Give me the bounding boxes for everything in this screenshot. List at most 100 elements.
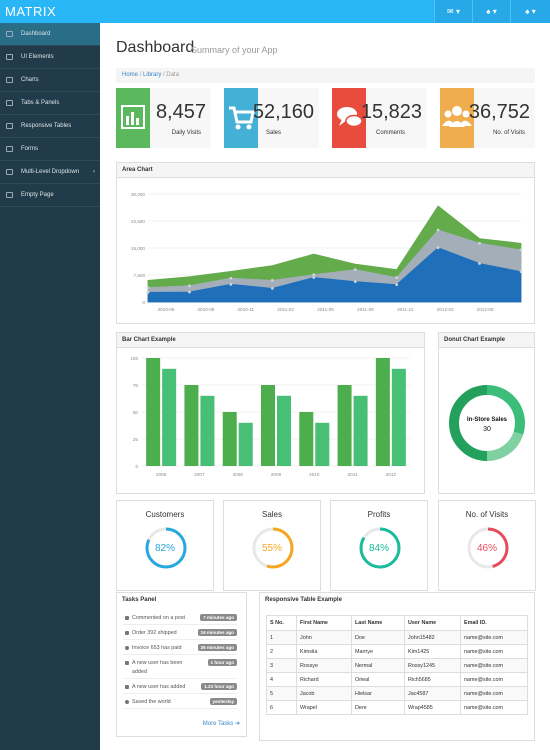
table-cell: name@site.com bbox=[460, 700, 528, 715]
data-point bbox=[188, 284, 191, 288]
sidebar-item-tabs-panels[interactable]: Tabs & Panels bbox=[0, 92, 100, 115]
table-cell: Jac4587 bbox=[404, 686, 461, 701]
mini-stat-value: 84% bbox=[368, 543, 389, 554]
column-header[interactable]: First Name bbox=[296, 615, 352, 631]
bar bbox=[222, 412, 237, 466]
sidebar-item-label: Responsive Tables bbox=[21, 123, 72, 129]
task-item[interactable]: Saved the world yesterday bbox=[123, 696, 237, 709]
sidebar-item-empty-page[interactable]: Empty Page bbox=[0, 184, 100, 207]
table-cell: Rossye bbox=[296, 658, 352, 673]
table-cell: Orieal bbox=[351, 672, 405, 687]
truck-icon bbox=[125, 631, 129, 635]
sidebar-item-charts[interactable]: Charts bbox=[0, 69, 100, 92]
data-point bbox=[312, 276, 316, 279]
table-cell: name@site.com bbox=[460, 672, 528, 687]
user-icon: ♠ ▾ bbox=[486, 7, 497, 16]
stat-box-sales: 52,160 Sales bbox=[224, 88, 319, 148]
progress-ring bbox=[359, 527, 401, 569]
column-header[interactable]: User Name bbox=[404, 615, 461, 631]
task-item[interactable]: Order 392 shipped 16 minutes ago bbox=[123, 627, 237, 640]
data-point bbox=[229, 282, 233, 286]
table-row[interactable]: 6 Wrapel Dere Wrap4585 name@site.com bbox=[266, 700, 528, 715]
table-row[interactable]: 1 John Doe John15482 name@site.com bbox=[266, 630, 528, 645]
x-tick-label: 2012-02 bbox=[437, 307, 454, 312]
more-tasks-link[interactable]: More Tasks ➜ bbox=[202, 721, 240, 727]
breadcrumb-library[interactable]: Library bbox=[143, 72, 162, 78]
dashboard-icon bbox=[6, 31, 13, 37]
bar-chart: 0 25 50 75 100 2006 2007 2008 2009 2010 2011 2012 bbox=[130, 356, 410, 477]
donut-center-label: In-Store Sales bbox=[467, 417, 508, 423]
stat-box-no-of-visits: 36,752 No. of Visits bbox=[440, 88, 535, 148]
mini-stat-sales: Sales 55% bbox=[223, 500, 321, 591]
x-tick-label: 2011-11 bbox=[397, 307, 414, 312]
stat-value: 15,823 bbox=[360, 101, 422, 123]
table-cell: 6 bbox=[266, 700, 297, 715]
table-row[interactable]: 2 Kimsila Marriye Kim1425 name@site.com bbox=[266, 644, 528, 659]
x-tick-label: 2006 bbox=[156, 472, 167, 477]
table-cell: Dere bbox=[351, 700, 405, 715]
table-cell: Jacob bbox=[296, 686, 352, 701]
table-cell: 4 bbox=[266, 672, 297, 687]
task-time-badge: 36 minutes ago bbox=[197, 644, 237, 651]
donut-slice bbox=[486, 431, 524, 461]
task-text: Saved the world bbox=[132, 699, 171, 705]
mini-stat-value: 55% bbox=[261, 543, 282, 554]
bar bbox=[315, 422, 330, 466]
task-text: Order 392 shipped bbox=[132, 630, 177, 636]
mini-stat-profits: Profits 84% bbox=[330, 500, 428, 591]
breadcrumb-current: Data bbox=[166, 72, 180, 78]
table-row[interactable]: 4 Richard Orieal Rich5685 name@site.com bbox=[266, 672, 528, 687]
sidebar-item-label: Dashboard bbox=[21, 31, 51, 37]
data-point bbox=[312, 273, 316, 277]
x-tick-label: 2009 bbox=[271, 472, 282, 477]
table-row[interactable]: 5 Jacob Hielsar Jac4587 name@site.com bbox=[266, 686, 528, 701]
area-chart: 0 7,500 15,000 22,500 30,000 2010-05 2010-08 20… bbox=[131, 192, 523, 312]
file-icon bbox=[6, 192, 13, 198]
sidebar-item-dashboard[interactable]: Dashboard bbox=[0, 23, 100, 46]
chart-icon bbox=[6, 77, 13, 83]
panel-heading: Tasks Panel bbox=[117, 593, 246, 608]
task-item[interactable]: Invoice 653 has paid 36 minutes ago bbox=[123, 642, 237, 655]
sidebar-item-multi-level-dropdown[interactable]: Multi-Level Dropdown ‹ bbox=[0, 161, 100, 184]
breadcrumb-home[interactable]: Home bbox=[122, 72, 139, 78]
bar bbox=[299, 412, 314, 466]
table-cell: Kimsila bbox=[296, 644, 352, 659]
tasks-panel: Tasks Panel Commented on a post 7 minutes… bbox=[116, 592, 247, 737]
x-tick-label: 2010-08 bbox=[197, 307, 214, 312]
task-item[interactable]: A new user has been added 1 hour ago bbox=[123, 657, 237, 679]
brand-logo[interactable]: MATRIX bbox=[5, 4, 57, 19]
account-dropdown-button[interactable]: ♠ ▾ bbox=[510, 0, 550, 23]
data-point bbox=[146, 291, 150, 294]
page-subtitle: Summary of your App bbox=[191, 45, 278, 55]
column-header[interactable]: S No. bbox=[266, 615, 297, 631]
top-navbar: MATRIX ✉ ▾ ♠ ▾ ♠ ▾ bbox=[0, 0, 550, 23]
column-header[interactable]: Email ID. bbox=[460, 615, 528, 631]
data-point bbox=[270, 287, 274, 290]
task-item[interactable]: A new user has added 1.23 hour ago bbox=[123, 681, 237, 694]
users-icon bbox=[440, 88, 474, 148]
sidebar-item-label: Multi-Level Dropdown bbox=[21, 169, 80, 175]
messages-dropdown-button[interactable]: ✉ ▾ bbox=[434, 0, 472, 23]
sidebar-item-ui-elements[interactable]: UI Elements bbox=[0, 46, 100, 69]
table-row[interactable]: 3 Rossye Nermal Rossy1245 name@site.com bbox=[266, 658, 528, 673]
bar bbox=[162, 368, 177, 466]
sidebar-item-label: Tabs & Panels bbox=[21, 100, 60, 106]
donut-slice bbox=[486, 385, 525, 435]
shopping-cart-icon bbox=[224, 88, 258, 148]
x-tick-label: 2011-02 bbox=[277, 307, 294, 312]
data-point bbox=[229, 276, 233, 280]
mini-stat-value: 82% bbox=[154, 543, 175, 554]
table-icon bbox=[6, 123, 13, 129]
breadcrumb: Home / Library / Data bbox=[116, 68, 535, 83]
task-item[interactable]: Commented on a post 7 minutes ago bbox=[123, 612, 237, 625]
table-header-row: S No. First Name Last Name User Name Ema… bbox=[266, 615, 528, 631]
form-icon bbox=[6, 146, 13, 152]
column-header[interactable]: Last Name bbox=[351, 615, 405, 631]
sidebar-item-forms[interactable]: Forms bbox=[0, 138, 100, 161]
sidebar-item-responsive-tables[interactable]: Responsive Tables bbox=[0, 115, 100, 138]
table-cell: 5 bbox=[266, 686, 297, 701]
table-cell: Rich5685 bbox=[404, 672, 461, 687]
data-point bbox=[188, 290, 191, 294]
user-dropdown-button[interactable]: ♠ ▾ bbox=[472, 0, 510, 23]
table-cell: 1 bbox=[266, 630, 297, 645]
